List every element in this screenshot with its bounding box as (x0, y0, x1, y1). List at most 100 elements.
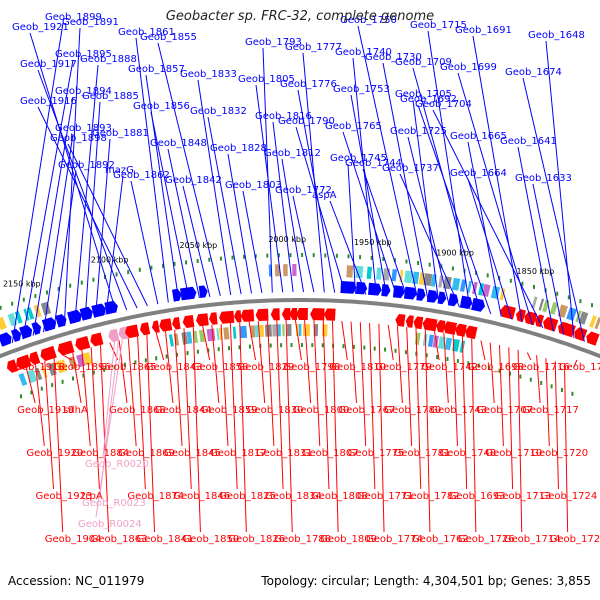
reverse-gene-label-leader (44, 361, 55, 490)
cog-category-block (438, 275, 444, 288)
cog-category-block (274, 264, 280, 277)
reverse-gene-label: Geob_1904 (45, 534, 102, 545)
cog-category-block (376, 267, 382, 280)
forward-gene-label: Geob_1917 (20, 59, 77, 70)
forward-gene-label-leader (22, 59, 74, 340)
reverse-gene-label-leader (257, 321, 266, 404)
scale-tick-mark (144, 358, 147, 363)
cog-category-block (594, 317, 600, 330)
reverse-gene-label: Geob_1742 (421, 362, 478, 373)
scale-tick-mark (138, 267, 141, 272)
forward-gene-label-leader (130, 180, 159, 305)
scale-tick-mark (591, 303, 593, 308)
reverse-gene-label-leader (127, 338, 137, 447)
cog-category-block (186, 331, 193, 344)
scale-tick-mark (312, 253, 315, 258)
forward-gene-label-leader (227, 153, 252, 294)
forward-gene-label-leader (135, 37, 169, 303)
reverse-gene-arrow (29, 351, 41, 365)
scale-tick-mark (162, 263, 164, 268)
reverse-gene-label: Geob_1919 (17, 405, 74, 416)
reverse-gene-label-leader (508, 347, 514, 490)
forward-gene-label: Geob_1648 (528, 30, 585, 41)
forward-gene-label-leader (347, 163, 356, 294)
scale-tick-mark (529, 377, 532, 382)
forward-gene-label: Geob_1750 (340, 15, 397, 26)
cog-category-block (478, 283, 485, 296)
forward-gene-label: Geob_1699 (440, 62, 497, 73)
forward-gene-label-leader (167, 148, 200, 299)
scale-tick-mark (561, 388, 563, 392)
forward-gene-label-leader (467, 178, 513, 320)
reverse-gene-label-leader (424, 329, 431, 533)
reverse-gene-label-leader (183, 328, 192, 490)
reverse-gene-label-leader (350, 321, 357, 404)
cog-category-block (206, 328, 213, 342)
scale-tick-mark (20, 394, 22, 399)
reverse-gene-label-leader (174, 329, 183, 447)
reverse-gene-label: Geob_1829 (238, 362, 295, 373)
cog-category-block (459, 279, 467, 292)
cog-category-block (223, 327, 230, 340)
reverse-gene-label: Geob_1807 (302, 448, 359, 459)
forward-gene-arrow (172, 288, 182, 302)
reverse-gene-label-leader (452, 334, 458, 447)
forward-gene-label-leader (407, 136, 450, 306)
rna-gene-label-leader (95, 339, 123, 518)
cog-category-block (82, 352, 92, 366)
reverse-gene-arrow (125, 324, 140, 339)
forward-gene-label: Geob_1891 (62, 17, 119, 28)
scale-tick-mark (509, 278, 512, 283)
reverse-gene-label-leader (165, 331, 174, 404)
reverse-gene-label: Geob_1846 (173, 491, 230, 502)
reverse-gene-label-leader (16, 359, 27, 372)
reverse-gene-label: Geob_1788 (274, 534, 331, 545)
accession-text: Accession: NC_011979 (8, 574, 144, 588)
reverse-gene-label: Geob_1774 (366, 534, 423, 545)
cog-category-block (254, 325, 259, 338)
reverse-gene-label-leader (526, 352, 532, 361)
forward-gene-label: Geob_1899 (45, 12, 102, 23)
forward-gene-label-leader (255, 84, 284, 293)
reverse-gene-label: Geob_1825 (219, 491, 276, 502)
reverse-gene-label: Geob_1727 (550, 534, 600, 545)
scale-tick-mark (289, 253, 292, 258)
reverse-gene-label: Geob_1830 (247, 405, 304, 416)
page-title: Geobacter sp. FRC-32, complete genome (166, 9, 434, 24)
reverse-gene-arrow (455, 323, 467, 337)
forward-gene-label-leader (329, 200, 367, 295)
forward-gene-arrow (416, 288, 426, 301)
cog-category-block (61, 359, 68, 372)
forward-gene-label-leader (281, 158, 304, 293)
reverse-gene-label: trpA (81, 491, 102, 502)
reverse-gene-arrow (240, 309, 255, 322)
forward-gene-label-leader (105, 175, 124, 315)
reverse-gene-label-leader (517, 349, 523, 533)
forward-gene-label: Geob_1828 (210, 143, 267, 154)
forward-gene-label: Geob_1664 (450, 168, 507, 179)
label-leader-lines (11, 22, 585, 533)
forward-gene-label-leader (53, 170, 77, 330)
scale-tick-mark (300, 343, 303, 347)
scale-tick-mark (393, 258, 396, 263)
scale-tick-mark (301, 253, 304, 257)
forward-gene-arrow (31, 322, 42, 335)
forward-gene-label-leader (157, 42, 221, 296)
reverse-gene-arrow (209, 312, 218, 325)
reverse-gene-label-leader (239, 322, 247, 533)
genome-stats-text: Topology: circular; Length: 4,304,501 bp… (260, 574, 591, 588)
forward-gene-label-leader (427, 30, 471, 310)
reverse-gene-label: sdhA (63, 405, 88, 416)
cog-category-block (272, 324, 278, 337)
reverse-gene-arrow (586, 331, 600, 346)
reverse-gene-label-leader (276, 320, 284, 490)
reverse-gene-label-leader (499, 344, 504, 447)
reverse-gene-label: Geob_1844 (155, 405, 212, 416)
forward-gene-arrow (437, 291, 447, 305)
reverse-gene-arrow (7, 359, 19, 373)
scale-tick-label: 2100 kbp (91, 256, 129, 265)
cog-category-block (298, 324, 302, 336)
scale-tick-mark (567, 295, 570, 300)
forward-gene-label-leader (207, 116, 242, 295)
